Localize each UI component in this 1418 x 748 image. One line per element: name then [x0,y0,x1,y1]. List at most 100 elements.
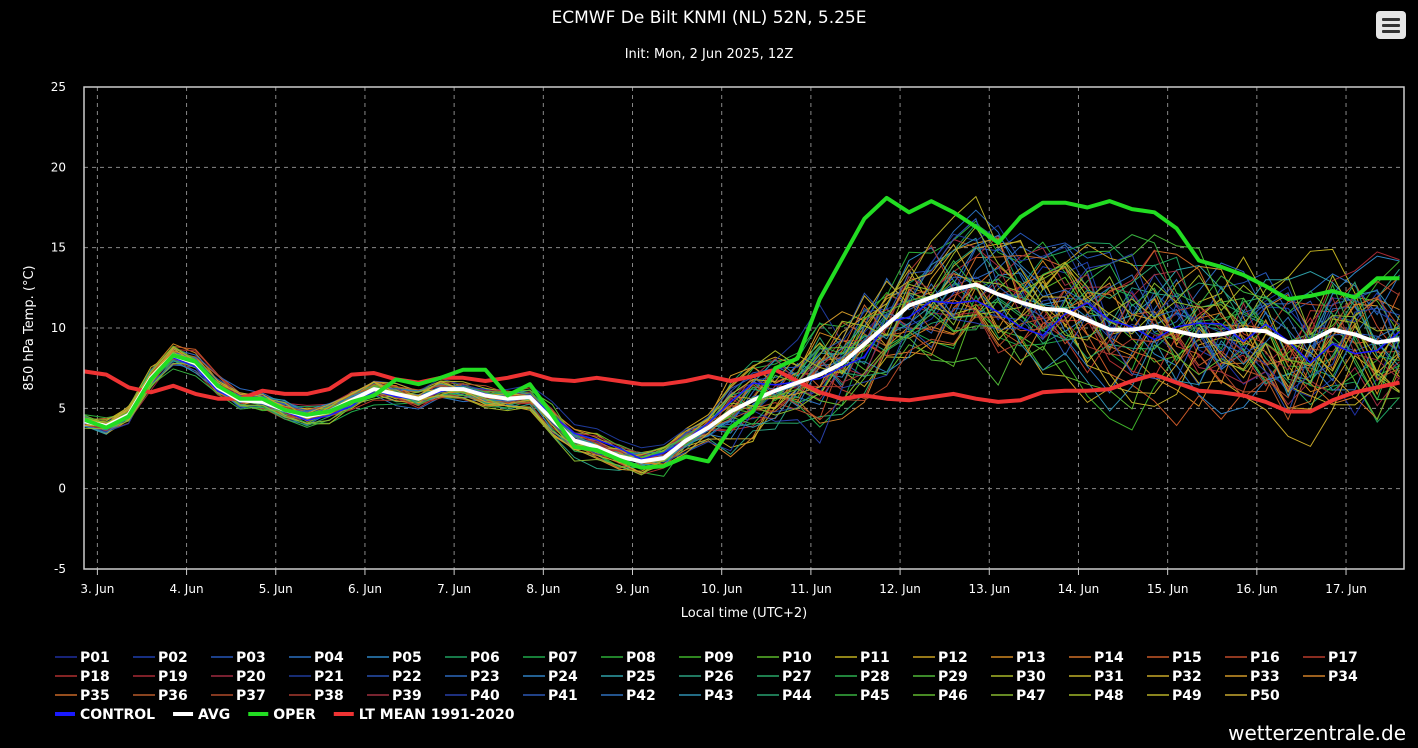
ensemble-members [83,195,1400,477]
legend-item-p13[interactable]: P13 [1016,650,1046,666]
legend-item-p09[interactable]: P09 [704,650,734,666]
ensemble-line-p50 [83,243,1400,467]
ensemble-line-p06 [83,223,1400,457]
y-tick-label: 10 [51,321,66,335]
legend-item-p41[interactable]: P41 [548,688,578,704]
legend-item-lt-mean-1991-2020[interactable]: LT MEAN 1991-2020 [359,707,515,720]
ensemble-line-p11 [83,248,1400,474]
legend-item-p39[interactable]: P39 [392,688,422,704]
legend-item-p07[interactable]: P07 [548,650,578,666]
legend-item-p46[interactable]: P46 [938,688,968,704]
legend-item-p14[interactable]: P14 [1094,650,1124,666]
footer-brand[interactable]: wetterzentrale.de [1228,721,1406,745]
legend-item-p03[interactable]: P03 [236,650,266,666]
y-axis-ticks: 25 20 15 10 5 0 -5 [51,80,66,576]
legend-item-p34[interactable]: P34 [1328,669,1358,685]
x-tick-label: 17. Jun [1325,582,1367,596]
ensemble-line-p41 [83,217,1400,460]
ensemble-line-p32 [83,272,1400,465]
ensemble-line-p22 [83,273,1400,465]
legend-item-p24[interactable]: P24 [548,669,578,685]
plot-frame [83,86,1405,570]
legend-item-p33[interactable]: P33 [1250,669,1280,685]
legend-item-p26[interactable]: P26 [704,669,734,685]
y-tick-label: 15 [51,241,66,255]
legend-item-p12[interactable]: P12 [938,650,968,666]
x-tick-label: 6. Jun [348,582,382,596]
legend-item-p42[interactable]: P42 [626,688,656,704]
hamburger-menu-icon[interactable] [1376,11,1406,39]
legend: P01 P02 P03 P04 P05 P06 P07 P08 P09 P10 P11 P12 P13 P… [55,650,1358,720]
legend-item-p44[interactable]: P44 [782,688,812,704]
ensemble-line-p01 [83,285,1400,455]
lt-mean-1991-2020-series-line [83,367,1400,414]
legend-item-p10[interactable]: P10 [782,650,812,666]
ensemble-line-p14 [83,265,1400,463]
ensemble-line-p42 [83,247,1400,458]
legend-item-p15[interactable]: P15 [1172,650,1202,666]
legend-item-p28[interactable]: P28 [860,669,890,685]
legend-item-p45[interactable]: P45 [860,688,890,704]
legend-item-p50[interactable]: P50 [1250,688,1280,704]
ensemble-line-p47 [83,265,1400,476]
legend-item-avg[interactable]: AVG [198,707,230,720]
legend-item-p08[interactable]: P08 [626,650,656,666]
legend-item-p29[interactable]: P29 [938,669,968,685]
legend-item-p19[interactable]: P19 [158,669,188,685]
legend-item-p30[interactable]: P30 [1016,669,1046,685]
x-tick-label: 16. Jun [1236,582,1278,596]
y-tick-label: 0 [58,482,66,496]
legend-item-p47[interactable]: P47 [1016,688,1046,704]
legend-item-p48[interactable]: P48 [1094,688,1124,704]
x-tick-label: 13. Jun [968,582,1010,596]
legend-item-p40[interactable]: P40 [470,688,500,704]
x-tick-label: 11. Jun [790,582,832,596]
x-tick-label: 8. Jun [526,582,560,596]
legend-item-p21[interactable]: P21 [314,669,344,685]
ensemble-line-p26 [83,268,1400,471]
legend-item-p17[interactable]: P17 [1328,650,1358,666]
legend-item-p37[interactable]: P37 [236,688,266,704]
legend-item-p05[interactable]: P05 [392,650,422,666]
oper-series-line [83,195,1400,470]
y-tick-label: 5 [58,401,66,415]
y-axis-label: 850 hPa Temp. (°C) [22,265,37,390]
legend-item-p32[interactable]: P32 [1172,669,1202,685]
legend-item-p22[interactable]: P22 [392,669,422,685]
legend-item-p35[interactable]: P35 [80,688,110,704]
chart-subtitle: Init: Mon, 2 Jun 2025, 12Z [624,47,794,62]
legend-item-p02[interactable]: P02 [158,650,188,666]
legend-item-p38[interactable]: P38 [314,688,344,704]
chart-plot: 25 20 15 10 5 0 -5 3. Jun 4. Jun 5. Jun 6. Jun 7. … [22,80,1405,720]
x-tick-label: 5. Jun [259,582,293,596]
x-tick-label: 12. Jun [879,582,921,596]
legend-item-p20[interactable]: P20 [236,669,266,685]
legend-item-p16[interactable]: P16 [1250,650,1280,666]
legend-item-control[interactable]: CONTROL [80,707,155,720]
x-tick-label: 4. Jun [170,582,204,596]
legend-item-p27[interactable]: P27 [782,669,812,685]
x-axis-ticks: 3. Jun 4. Jun 5. Jun 6. Jun 7. Jun 8. Jun 9. J… [80,569,1367,596]
ensemble-line-p10 [83,276,1400,462]
y-tick-label: 20 [51,160,66,174]
legend-item-oper[interactable]: OPER [273,707,316,720]
legend-item-p06[interactable]: P06 [470,650,500,666]
x-tick-label: 10. Jun [701,582,743,596]
legend-item-p11[interactable]: P11 [860,650,890,666]
ensemble-line-p09 [83,260,1400,459]
legend-item-p31[interactable]: P31 [1094,669,1124,685]
legend-item-p01[interactable]: P01 [80,650,110,666]
legend-item-p18[interactable]: P18 [80,669,110,685]
y-tick-label: 25 [51,80,66,94]
legend-item-p49[interactable]: P49 [1172,688,1202,704]
x-axis-label: Local time (UTC+2) [681,606,807,621]
y-tick-label: -5 [54,562,66,576]
x-tick-label: 7. Jun [437,582,471,596]
legend-item-p36[interactable]: P36 [158,688,188,704]
ensemble-line-p28 [83,263,1400,469]
legend-item-p25[interactable]: P25 [626,669,656,685]
legend-item-p04[interactable]: P04 [314,650,344,666]
x-tick-label: 9. Jun [616,582,650,596]
legend-item-p43[interactable]: P43 [704,688,734,704]
legend-item-p23[interactable]: P23 [470,669,500,685]
